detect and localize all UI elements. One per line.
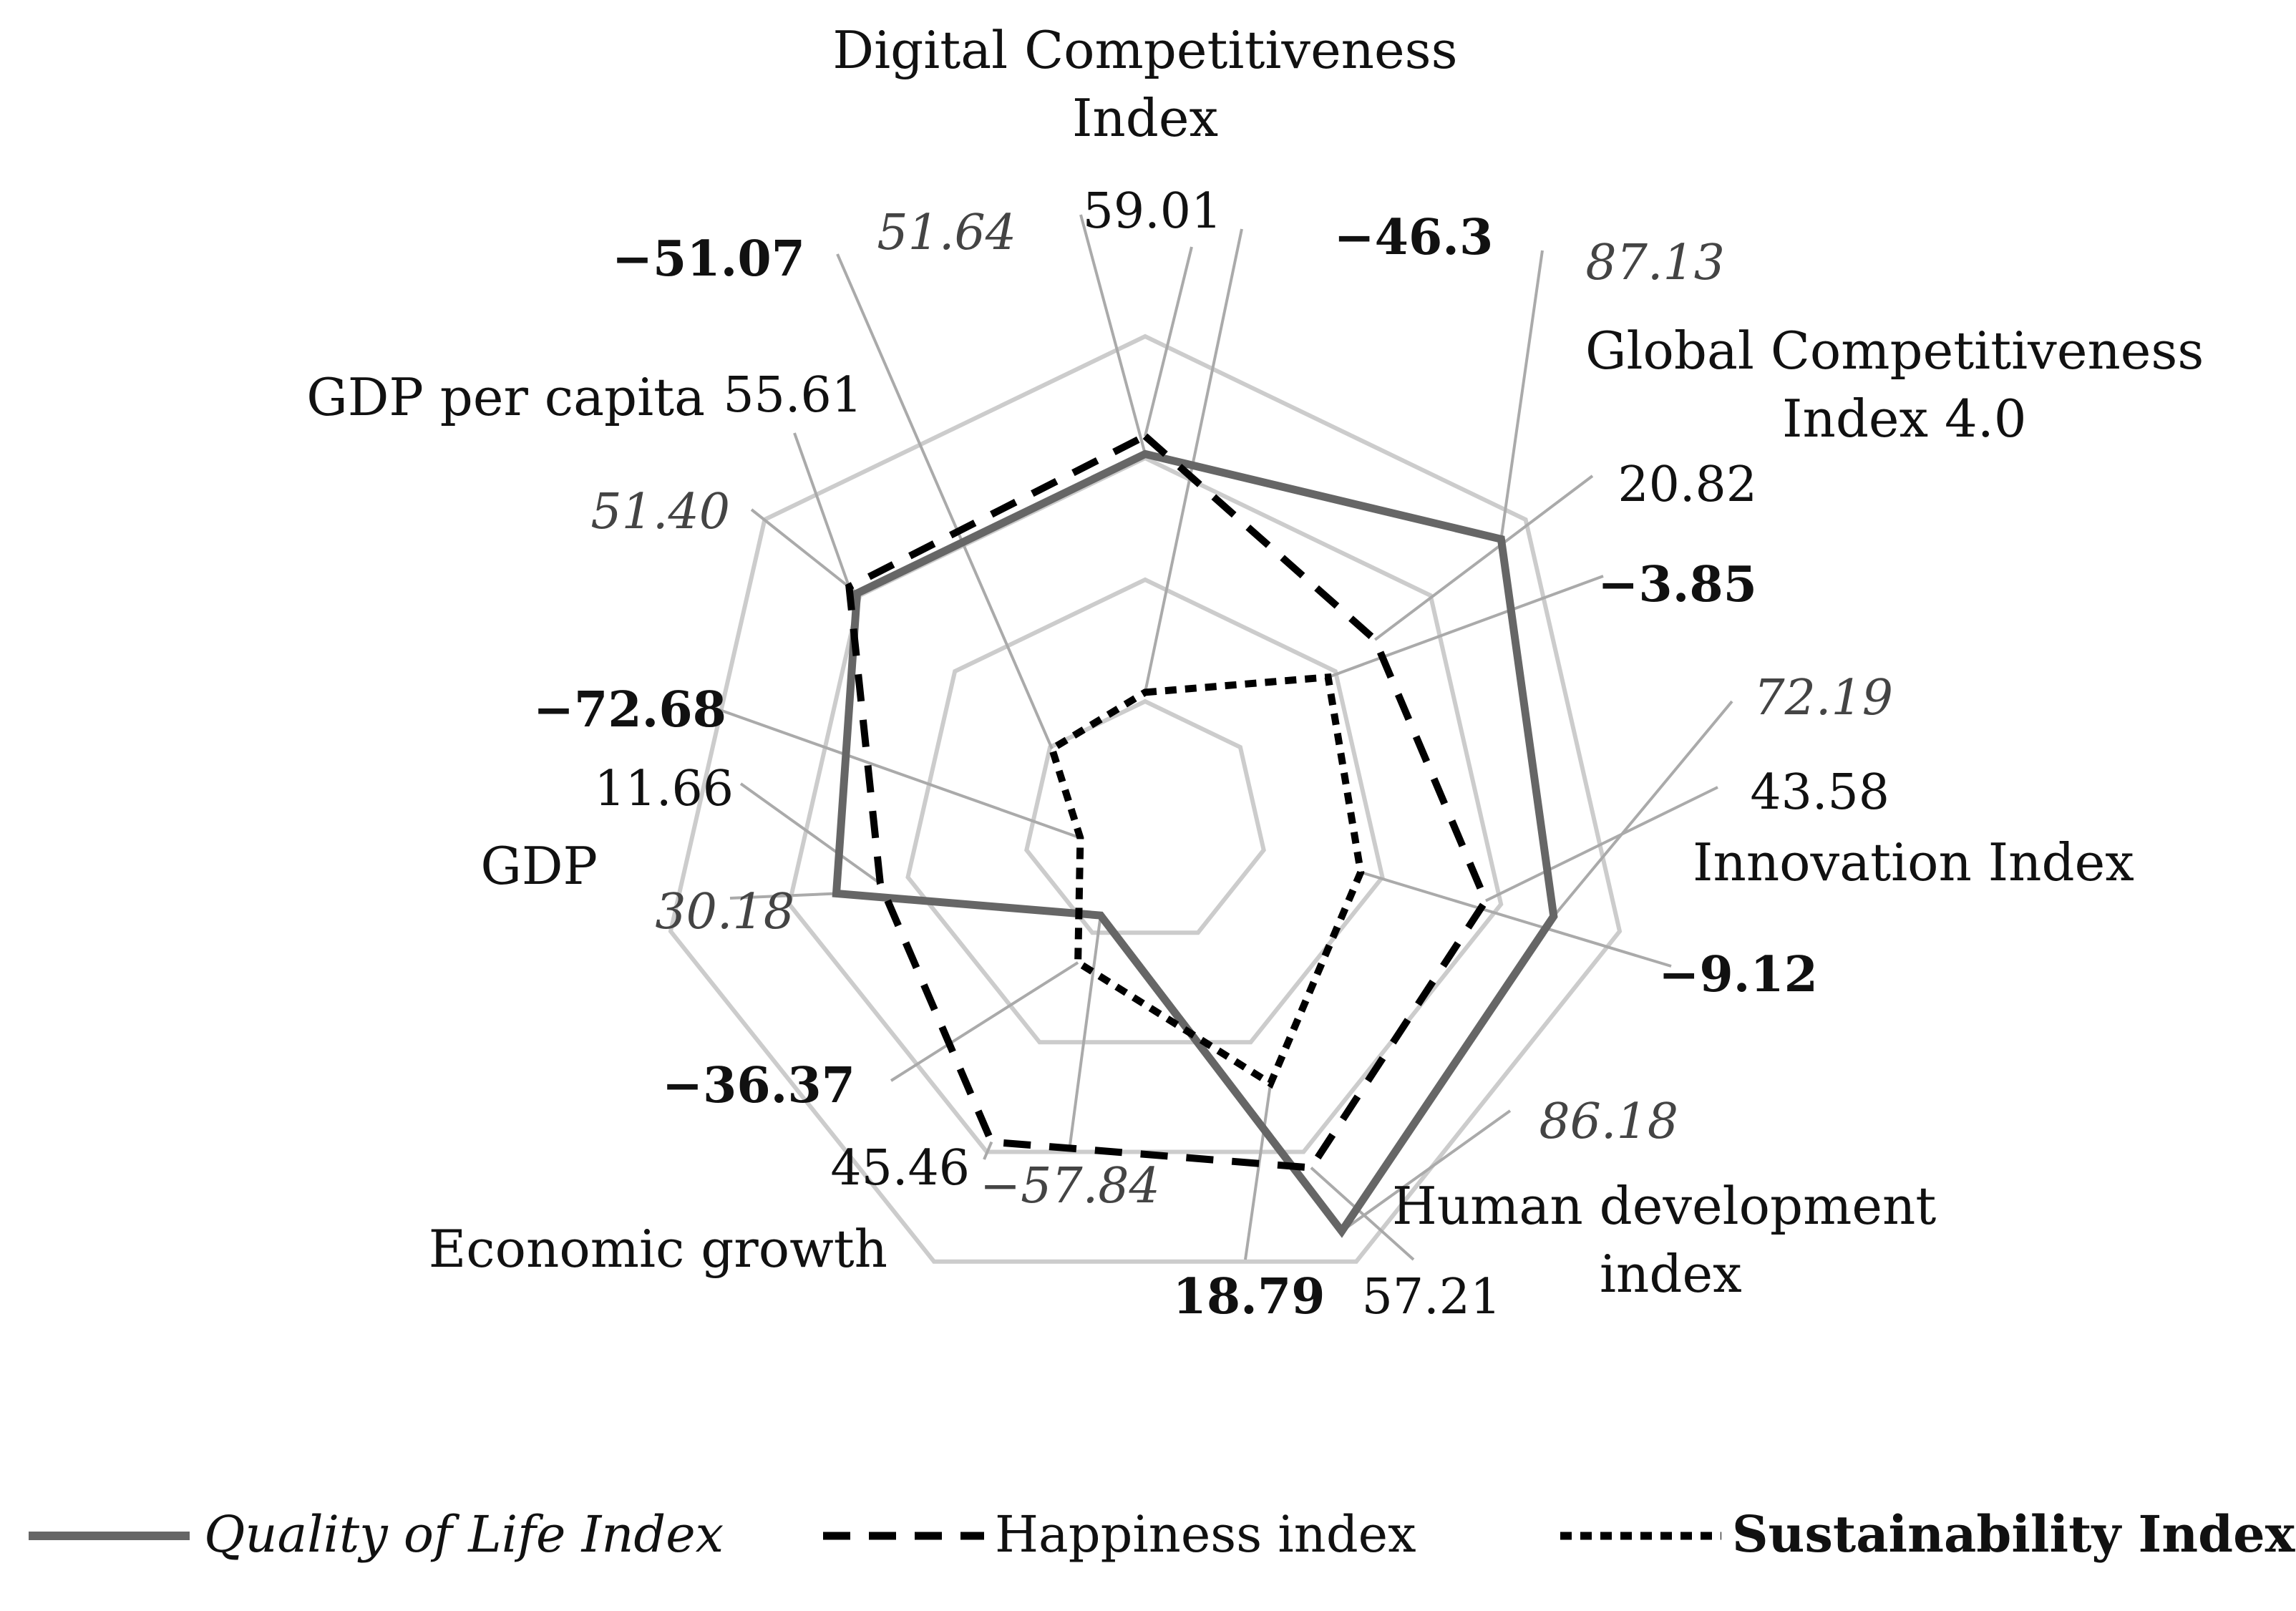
value-label-happiness-index-global-competitiveness-index-4-0: 20.82 (1618, 457, 1757, 513)
axis-label-innovation-index: Innovation Index (1693, 832, 2134, 892)
leader-line-sustainability-index-7 (836, 253, 1054, 750)
axis-label-human-development-index: Human development index (1392, 1176, 1936, 1304)
axis-label-line: Index (1072, 88, 1218, 148)
leader-line-quality-of-life-index-5 (1069, 915, 1102, 1146)
gridline-ring-4 (787, 455, 1504, 1154)
value-label-happiness-index-gdp: 11.66 (594, 761, 734, 817)
leader-line-sustainability-index-1 (1144, 228, 1243, 693)
value-label-sustainability-index-economic-growth: −36.37 (662, 1057, 855, 1114)
value-label-happiness-index-digital-competitiveness-index: 59.01 (1083, 183, 1222, 240)
value-labels: 51.64 87.13 72.19 86.18 −57.84 30.18 51.40 59.0… (533, 183, 1893, 1325)
leader-line-happiness-index-6 (739, 782, 882, 885)
gridline-ring-3 (905, 577, 1385, 1045)
axis-label-digital-competitiveness-index: Digital Competitiveness Index (832, 20, 1457, 148)
series-line-sustainability-index (1047, 673, 1365, 1089)
leader-line-happiness-index-4 (1310, 1167, 1415, 1261)
axis-labels: Digital Competitiveness Index Global Compe… (306, 20, 2204, 1304)
value-label-quality-of-life-index-digital-competitiveness-index: 51.64 (877, 205, 1016, 261)
gridline-ring-5 (668, 334, 1623, 1264)
value-label-happiness-index-economic-growth: 45.46 (830, 1140, 970, 1197)
axis-label-economic-growth: Economic growth (429, 1219, 887, 1279)
leader-line-happiness-index-2 (1373, 474, 1594, 641)
axis-label-line: index (1600, 1244, 1742, 1304)
legend-label-happiness-index: Happiness index (995, 1505, 1416, 1564)
axis-label-line: Digital Competitiveness (832, 20, 1457, 80)
leader-line-happiness-index-3 (1485, 786, 1718, 902)
axis-label-gdp: GDP (480, 836, 598, 896)
legend-label-quality-of-life-index: Quality of Life Index (204, 1505, 724, 1564)
series-line-quality-of-life-index (832, 449, 1558, 1238)
axis-label-line: Economic growth (429, 1219, 887, 1279)
series-line-happiness-index (845, 432, 1490, 1172)
leader-line-sustainability-index-5 (890, 961, 1079, 1082)
leader-line-sustainability-index-3 (1360, 870, 1672, 968)
leader-line-quality-of-life-index-2 (1499, 250, 1544, 540)
legend: Quality of Life Index Happiness index Sust… (29, 1504, 2296, 1564)
value-label-quality-of-life-index-gdp: 30.18 (655, 884, 794, 940)
axis-label-line: Global Competitiveness (1585, 321, 2204, 381)
axis-label-line: Innovation Index (1693, 832, 2134, 892)
value-label-quality-of-life-index-economic-growth: −57.84 (980, 1158, 1160, 1215)
leader-line-quality-of-life-index-4 (1341, 1109, 1512, 1232)
axis-label-line: GDP per capita (306, 367, 705, 427)
axis-label-line: Index 4.0 (1782, 389, 2027, 449)
leader-line-sustainability-index-2 (1327, 575, 1604, 679)
value-label-quality-of-life-index-innovation-index: 72.19 (1753, 670, 1893, 726)
value-label-quality-of-life-index-gdp-per-capita: 51.40 (590, 484, 730, 540)
value-label-sustainability-index-gdp-per-capita: −51.07 (612, 230, 805, 288)
axis-label-gdp-per-capita: GDP per capita (306, 367, 705, 427)
leader-line-quality-of-life-index-3 (1552, 700, 1733, 918)
value-leader-lines (715, 214, 1733, 1261)
leader-line-quality-of-life-index-7 (750, 508, 858, 595)
radar-gridlines (668, 334, 1623, 1264)
legend-label-sustainability-index: Sustainability Index (1732, 1504, 2296, 1564)
axis-label-line: Human development (1392, 1176, 1936, 1236)
gridline-ring-2 (1024, 699, 1266, 935)
value-label-happiness-index-innovation-index: 43.58 (1750, 764, 1889, 821)
leader-line-happiness-index-5 (983, 1141, 993, 1160)
leader-line-sustainability-index-6 (715, 707, 1081, 839)
leader-line-quality-of-life-index-1 (1079, 214, 1147, 454)
value-label-quality-of-life-index-human-development-index: 86.18 (1539, 1094, 1678, 1150)
leader-line-sustainability-index-4 (1244, 1083, 1273, 1260)
leader-line-happiness-index-1 (1144, 246, 1193, 437)
value-label-happiness-index-gdp-per-capita: 55.61 (723, 367, 862, 424)
value-label-sustainability-index-digital-competitiveness-index: −46.3 (1334, 209, 1494, 266)
leader-line-happiness-index-7 (793, 432, 851, 588)
radar-series (832, 432, 1558, 1238)
value-label-quality-of-life-index-global-competitiveness-index-4-0: 87.13 (1585, 235, 1725, 291)
value-label-sustainability-index-gdp: −72.68 (533, 681, 726, 739)
value-label-happiness-index-human-development-index: 57.21 (1362, 1269, 1502, 1325)
value-label-sustainability-index-innovation-index: −9.12 (1658, 946, 1818, 1003)
value-label-sustainability-index-global-competitiveness-index-4-0: −3.85 (1597, 556, 1757, 613)
axis-label-global-competitiveness-index-4-0: Global Competitiveness Index 4.0 (1585, 321, 2204, 449)
axis-label-line: GDP (480, 836, 598, 896)
leader-line-quality-of-life-index-6 (729, 892, 837, 900)
value-label-sustainability-index-human-development-index: 18.79 (1173, 1268, 1325, 1325)
